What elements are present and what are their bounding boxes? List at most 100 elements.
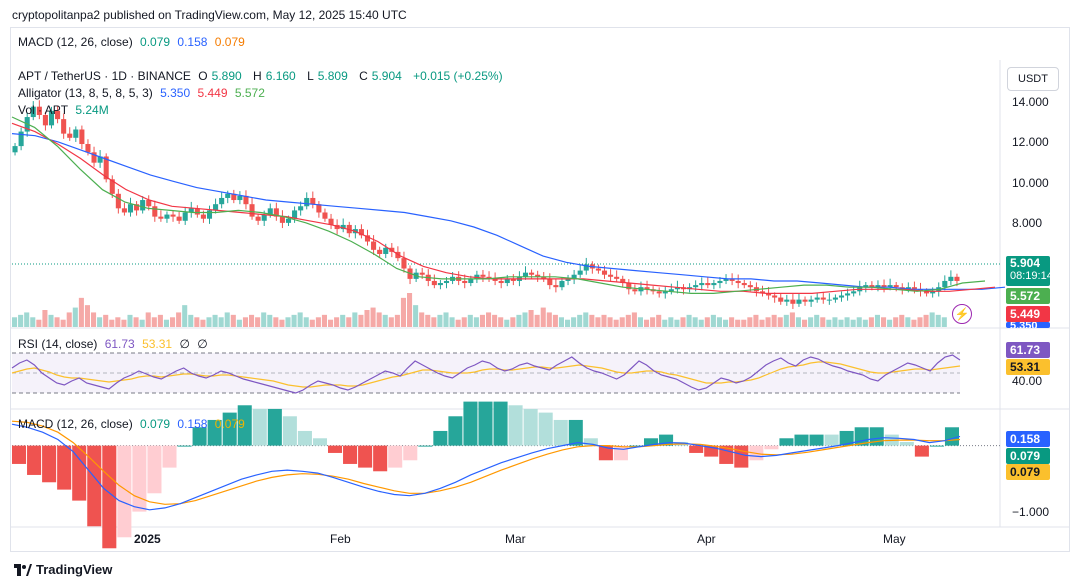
volume-bar	[862, 319, 868, 327]
candle-body	[796, 299, 802, 304]
open-value: 5.890	[211, 69, 242, 83]
x-tick-mar: Mar	[505, 532, 526, 546]
candle-body	[225, 193, 231, 198]
rsi-empty-1: ∅	[179, 337, 190, 351]
volume-bar	[461, 317, 467, 327]
candle-body	[316, 204, 322, 213]
volume-bar	[583, 312, 589, 327]
x-tick-feb: Feb	[330, 532, 351, 546]
volume-bar	[565, 319, 571, 327]
macd-histogram-bar	[659, 434, 674, 446]
volume-bar	[255, 317, 261, 327]
macd-histogram-bar	[237, 405, 252, 446]
macd-histogram-bar	[373, 445, 388, 472]
macd-histogram-bar	[538, 412, 553, 446]
candle-body	[42, 114, 48, 126]
macd-histogram-bar	[613, 445, 628, 461]
x-tick-2025: 2025	[134, 532, 161, 546]
volume-bar	[795, 317, 801, 327]
macd-histogram-bar	[102, 445, 117, 549]
volume-bar	[571, 317, 577, 327]
volume-bar	[182, 305, 188, 327]
volume-bar	[881, 317, 887, 327]
candle-body	[759, 291, 766, 294]
candle-body	[480, 274, 486, 277]
macd-histogram-bar	[403, 445, 418, 461]
volume-bar	[729, 317, 735, 327]
macd-histogram-bar	[12, 445, 27, 464]
rsi-tag: 61.73	[1006, 342, 1050, 358]
volume-bar	[844, 317, 850, 327]
price-tick-14: 14.000	[1012, 95, 1049, 109]
volume-bar	[808, 317, 814, 327]
volume-bar	[923, 314, 929, 327]
last-price-tag: 5.904 08:19:14	[1006, 256, 1053, 286]
candle-body	[79, 129, 85, 145]
volume-bar	[789, 312, 795, 327]
candle-body	[577, 270, 583, 275]
candle-body	[802, 299, 808, 302]
volume-bar	[516, 314, 522, 327]
alligator-jaw-value: 5.350	[160, 86, 191, 100]
macd-histogram-bar	[343, 445, 358, 464]
candle-body	[371, 241, 377, 250]
volume-bar	[188, 314, 194, 327]
volume-bar	[370, 307, 376, 327]
candle-body	[948, 276, 954, 281]
volume-bar	[291, 314, 297, 327]
volume-bar	[686, 314, 692, 327]
candle-body	[194, 208, 200, 215]
candle-body	[91, 152, 97, 163]
candle-body	[699, 283, 705, 286]
rsi-tick-40: 40.00	[1012, 374, 1043, 388]
macd-histogram-bar	[42, 445, 57, 483]
volume-bar	[528, 310, 534, 327]
candle-body	[328, 218, 334, 225]
volume-bar	[145, 312, 151, 327]
macd-legend[interactable]: MACD (12, 26, close) 0.079 0.158 0.079	[18, 417, 249, 431]
macd-histogram-bar	[568, 419, 583, 446]
volume-bar	[625, 314, 631, 327]
candle-body	[632, 289, 638, 292]
macd-histogram-bar	[628, 445, 643, 447]
macd-histogram-bar	[72, 445, 87, 501]
high-value: 6.160	[265, 69, 296, 83]
volume-bar	[674, 319, 680, 327]
volume-bar	[230, 314, 236, 327]
candle-body	[905, 287, 911, 290]
candle-body	[851, 291, 857, 294]
candle-body	[553, 285, 559, 288]
candle-body	[188, 208, 194, 213]
volume-legend[interactable]: Vol · APT 5.24M	[18, 103, 113, 117]
candle-body	[911, 287, 917, 290]
volume-bar	[656, 314, 662, 327]
volume-bar	[413, 305, 419, 327]
candle-body	[48, 110, 55, 126]
volume-bar	[449, 317, 455, 327]
alligator-legend[interactable]: Alligator (13, 8, 5, 8, 5, 3) 5.350 5.44…	[18, 86, 269, 100]
tradingview-logo[interactable]: TradingView	[14, 562, 112, 577]
publish-info: cryptopolitanpa2 published on TradingVie…	[12, 8, 407, 22]
volume-bar	[176, 312, 182, 327]
volume-bar	[874, 314, 880, 327]
candle-body	[249, 204, 255, 217]
lightning-icon[interactable]: ⚡	[952, 304, 972, 324]
macd-histogram-bar	[162, 445, 177, 468]
volume-bar	[832, 317, 838, 327]
volume-bar	[589, 314, 595, 327]
candle-body	[182, 212, 188, 221]
macd-histogram-bar	[809, 434, 824, 446]
macd-histogram-bar	[734, 445, 749, 468]
volume-bar	[431, 317, 437, 327]
volume-bar	[765, 317, 771, 327]
candle-body	[18, 131, 24, 147]
volume-bar	[218, 317, 224, 327]
candle-body	[206, 210, 213, 219]
top-macd-value-3: 0.079	[214, 35, 245, 49]
candle-body	[401, 258, 407, 269]
currency-button[interactable]: USDT	[1007, 67, 1059, 91]
symbol-title[interactable]: APT / TetherUS · 1D · BINANCE	[18, 69, 191, 83]
volume-bar	[334, 317, 340, 327]
rsi-legend[interactable]: RSI (14, close) 61.73 53.31 ∅ ∅	[18, 337, 212, 351]
